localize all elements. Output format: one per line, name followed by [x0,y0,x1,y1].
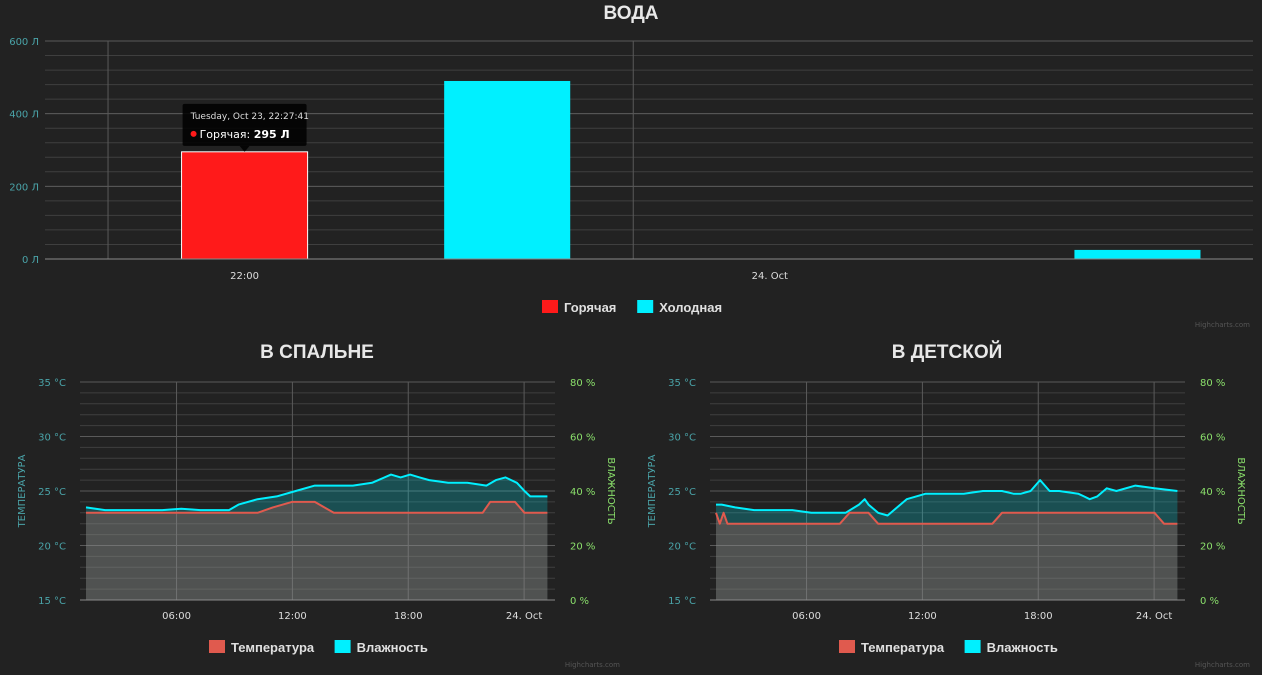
legend-label: Горячая [564,300,616,315]
series-line [715,511,1178,525]
water-chart: ВОДА 0 Л 200 Л 400 Л 600 Л 22:00 24. Oct Гор… [9,3,1253,329]
credits[interactable]: Highcharts.com [1195,321,1250,329]
legend-item[interactable]: Горячая [542,300,616,315]
grid [80,381,555,601]
y-right-tick-label: 40 % [1200,487,1225,498]
x-tick-label: 18:00 [1024,611,1053,622]
legend-swatch [964,640,981,653]
chart-title: ВОДА [603,3,658,24]
legend-item[interactable]: Влажность [964,640,1058,655]
y-tick-label: 200 Л [9,182,39,193]
tooltip-marker [190,130,197,137]
legend-item[interactable]: Холодная [637,300,722,315]
series-line [716,479,1178,517]
y-left-tick-label: 30 °C [38,433,66,444]
x-tick-label: 22:00 [230,271,259,282]
x-axis-labels: 06:00 12:00 18:00 24. Oct [162,611,542,622]
bar [444,80,571,259]
kids-room-chart: В ДЕТСКОЙ 15 °C 20 °C 25 °C 30 °C 35 °C 0 % 20… [647,341,1250,669]
series-line [85,473,548,512]
credits[interactable]: Highcharts.com [565,661,620,669]
y-axis-labels: 15 °C 20 °C 25 °C 30 °C 35 °C 0 % 20 % 40 % 60 %… [647,378,1246,607]
legend-item[interactable]: Влажность [334,640,428,655]
legend-swatch [334,640,351,653]
legend-label: Влажность [357,640,428,655]
tooltip: Tuesday, Oct 23, 22:27:41 Горячая: 295 Л [182,103,309,152]
y-tick-label: 400 Л [9,110,39,121]
y-right-tick-label: 60 % [570,433,595,444]
tooltip-arrow [239,145,250,152]
legend-label: Температура [861,640,945,655]
tooltip-header: Tuesday, Oct 23, 22:27:41 [190,112,309,122]
y-right-tick-label: 20 % [1200,542,1225,553]
legend: Температура Влажность [839,640,1058,655]
y-left-tick-label: 35 °C [38,378,66,389]
y-left-axis-title: ТЕМПЕРАТУРА [647,454,658,528]
legend-label: Температура [231,640,315,655]
y-right-tick-label: 60 % [1200,433,1225,444]
x-tick-label: 24. Oct [752,271,788,282]
series-areas [710,479,1185,601]
legend-swatch [542,300,558,313]
legend: Горячая Холодная [542,300,722,315]
x-tick-label: 24. Oct [506,611,542,622]
y-left-tick-label: 20 °C [668,542,696,553]
x-axis-labels: 06:00 12:00 18:00 24. Oct [792,611,1172,622]
legend-label: Холодная [659,300,722,315]
y-left-tick-label: 25 °C [38,487,66,498]
x-tick-label: 24. Oct [1136,611,1172,622]
x-tick-label: 18:00 [394,611,423,622]
series-area-fill [86,501,548,600]
legend-swatch [637,300,654,313]
y-axis-labels: 0 Л 200 Л 400 Л 600 Л [9,37,39,266]
chart-title: В ДЕТСКОЙ [892,341,1003,363]
legend: Температура Влажность [209,640,428,655]
legend-item[interactable]: Температура [839,640,945,655]
y-right-tick-label: 40 % [570,487,595,498]
series-area-fill [716,480,1178,600]
y-left-tick-label: 20 °C [38,542,66,553]
series-area-fill [86,474,548,600]
y-right-tick-label: 80 % [1200,378,1225,389]
x-tick-label: 06:00 [162,611,191,622]
y-right-axis-title: ВЛАЖНОСТЬ [1235,457,1246,524]
chart-title: В СПАЛЬНЕ [260,342,374,363]
y-left-tick-label: 30 °C [668,433,696,444]
y-axis-labels: 15 °C 20 °C 25 °C 30 °C 35 °C 0 % 20 % 40 % 60 %… [17,378,616,607]
y-right-tick-label: 0 % [570,596,589,607]
legend-item[interactable]: Температура [209,640,315,655]
y-tick-label: 0 Л [22,255,39,266]
tooltip-series-name: Горячая [200,128,247,141]
series-areas [80,473,555,601]
y-right-tick-label: 80 % [570,378,595,389]
bar [1074,249,1201,259]
tooltip-separator: : [246,128,253,141]
y-right-tick-label: 20 % [570,542,595,553]
credits[interactable]: Highcharts.com [1195,661,1250,669]
y-left-tick-label: 15 °C [38,596,66,607]
y-left-tick-label: 35 °C [668,378,696,389]
x-tick-label: 06:00 [792,611,821,622]
series-area-fill [716,512,1178,600]
tooltip-value: 295 Л [254,128,290,141]
x-tick-label: 12:00 [278,611,307,622]
legend-swatch [839,640,855,653]
bedroom-chart: В СПАЛЬНЕ 15 °C 20 °C 25 °C 30 °C 35 °C 0 % 20… [17,342,620,669]
y-left-axis-title: ТЕМПЕРАТУРА [17,454,28,528]
y-tick-label: 600 Л [9,37,39,48]
y-left-tick-label: 15 °C [668,596,696,607]
y-right-tick-label: 0 % [1200,596,1219,607]
y-right-axis-title: ВЛАЖНОСТЬ [605,457,616,524]
x-axis-labels: 22:00 24. Oct [230,271,788,282]
y-left-tick-label: 25 °C [668,487,696,498]
legend-swatch [209,640,225,653]
tooltip-box [182,103,307,146]
series-line [86,500,548,514]
bar [181,151,309,260]
tooltip-line: Горячая: 295 Л [200,128,290,141]
legend-label: Влажность [987,640,1058,655]
x-tick-label: 12:00 [908,611,937,622]
bars [45,80,1253,260]
